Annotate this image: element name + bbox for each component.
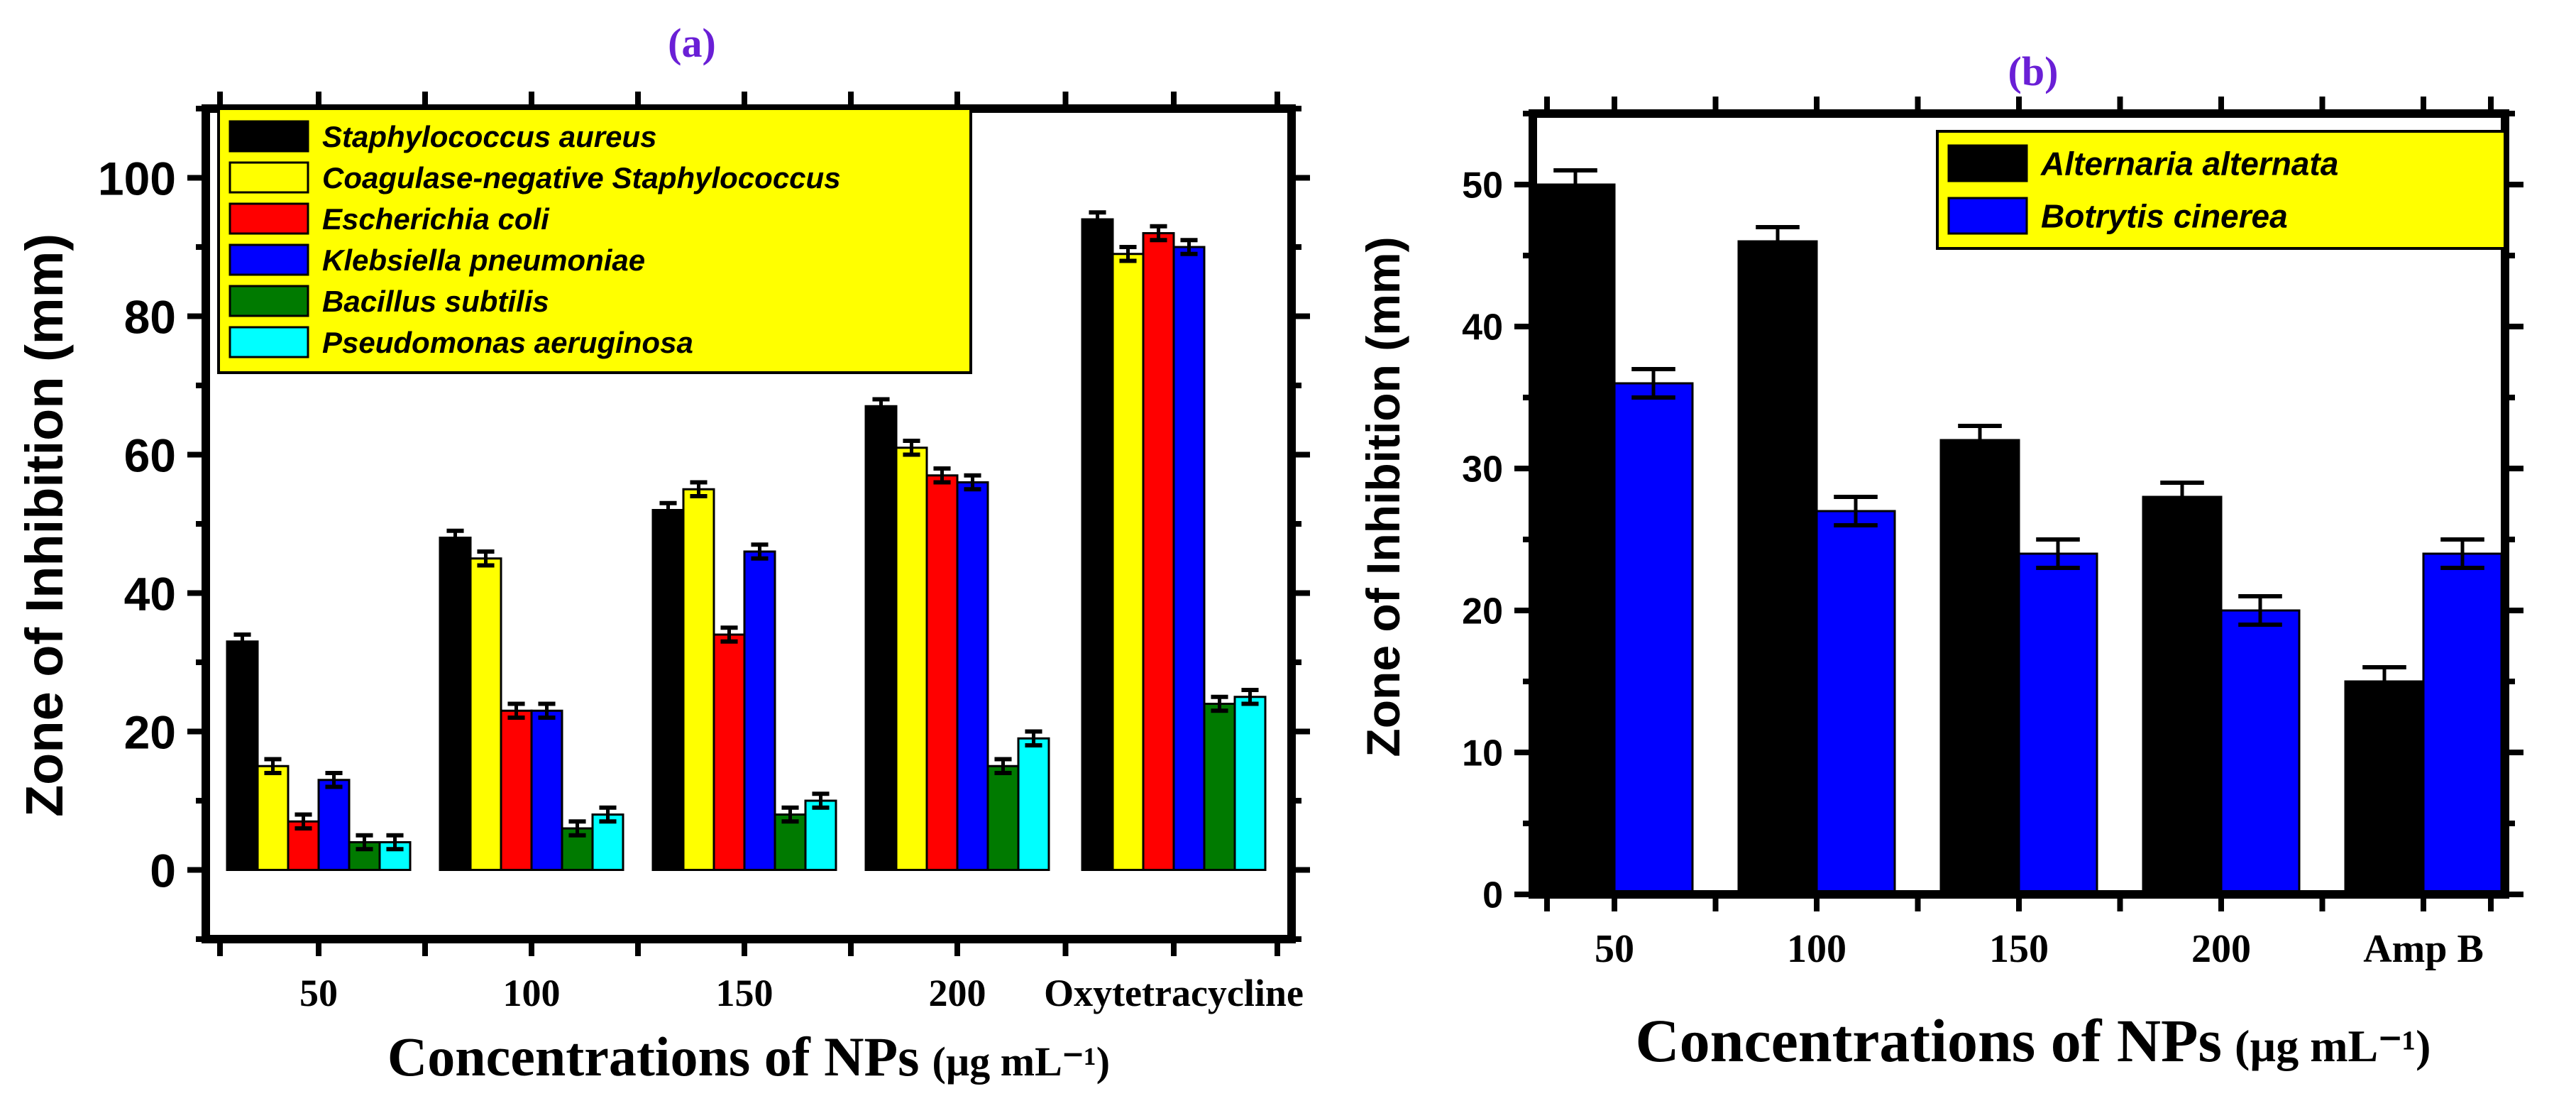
panel-b-legend: Alternaria alternata Botrytis cinerea (1936, 130, 2506, 250)
panel-a-legend-swatch-escherichia-coli (229, 202, 309, 235)
panel-a-legend-label-coagulase-negative-staphylococcus: Coagulase-negative Staphylococcus (322, 161, 841, 194)
panel-b-y-tick-label-0: 0 (1482, 875, 1503, 916)
panel-a-legend-swatch-bacillus-subtilis (229, 285, 309, 317)
panel-a-bar-pseudomonas-aeruginosa-oxytetracycline (1233, 696, 1267, 871)
panel-a-x-tick-label-oxytetracycline: Oxytetracycline (1044, 972, 1304, 1014)
panel-b-y-tick-label-20: 20 (1462, 591, 1503, 632)
panel-a-x-axis-title-unit: (µg mL⁻¹) (932, 1038, 1111, 1085)
panel-a-legend-box (217, 107, 972, 374)
panel-a-y-tick-label-20: 20 (124, 706, 176, 758)
panel-b-legend-box (1936, 130, 2506, 250)
panel-b-legend-label-alternaria-alternata: Alternaria alternata (2040, 146, 2338, 182)
panel-a-legend-swatch-klebsiella-pneumoniae (229, 243, 309, 276)
panel-a-x-axis-title: Concentrations of NPs (µg mL⁻¹) (387, 1026, 1110, 1087)
panel-a-bar-klebsiella-pneumoniae-100 (530, 709, 563, 871)
panel-b-y-tick-label-30: 30 (1462, 449, 1503, 491)
panel-b-label: (b) (2008, 48, 2059, 94)
panel-a-legend-swatch-coagulase-negative-staphylococcus (229, 161, 309, 194)
chart-panel-a: (a) 0 20 40 60 80 100 50 100 150 200 Oxytetracycli… (15, 20, 1310, 1087)
panel-b-bar-botrytis-cinerea-50 (1613, 382, 1694, 896)
panel-a-bar-staphylococcus-aureus-oxytetracycline (1081, 218, 1114, 871)
panel-b-x-axis-title-unit: (µg mL⁻¹) (2235, 1021, 2431, 1071)
panel-b-x-axis-title: Concentrations of NPs (µg mL⁻¹) (1636, 1007, 2431, 1075)
panel-a-bar-staphylococcus-aureus-150 (651, 509, 685, 871)
panel-b-bars (1535, 168, 2503, 896)
panel-b-bar-botrytis-cinerea-100 (1815, 510, 1896, 896)
panel-a-bar-bacillus-subtilis-oxytetracycline (1203, 703, 1236, 871)
panel-b-x-tick-label-50: 50 (1595, 927, 1634, 971)
panel-a-bar-klebsiella-pneumoniae-50 (317, 779, 351, 871)
panel-a-x-tick-label-100: 100 (503, 972, 561, 1014)
panel-a-y-axis-title: Zone of Inhibition (mm) (15, 234, 74, 817)
panel-a-bar-escherichia-coli-100 (500, 709, 533, 871)
panel-b-bar-alternaria-alternata-200 (2142, 495, 2223, 896)
panel-a-legend-label-pseudomonas-aeruginosa: Pseudomonas aeruginosa (322, 326, 693, 359)
panel-a-bar-klebsiella-pneumoniae-200 (956, 481, 989, 871)
panel-a-bars (226, 210, 1267, 871)
panel-b-x-tick-label-200: 200 (2191, 927, 2251, 971)
panel-a-bar-coagulase-negative-staphylococcus-150 (682, 488, 715, 871)
panel-b-legend-swatch-botrytis-cinerea (1947, 197, 2028, 235)
panel-a-legend: Staphylococcus aureus Coagulase-negative … (217, 107, 972, 374)
panel-b-y-axis-title: Zone of Inhibition (mm) (1357, 236, 1409, 757)
panel-a-y-tick-label-100: 100 (98, 152, 176, 204)
panel-b-bar-alternaria-alternata-50 (1535, 183, 1616, 896)
panel-a-bar-klebsiella-pneumoniae-oxytetracycline (1172, 246, 1206, 871)
chart-panel-b: (b) 0 10 20 30 40 50 50 100 150 200 Amp B Alternar… (1357, 48, 2523, 1075)
panel-a-bar-staphylococcus-aureus-50 (226, 640, 259, 871)
panel-a-bar-coagulase-negative-staphylococcus-200 (895, 446, 928, 871)
panel-a-x-tick-label-50: 50 (299, 972, 338, 1014)
panel-a-bar-escherichia-coli-200 (925, 474, 959, 871)
panel-a-bar-escherichia-coli-150 (712, 633, 746, 871)
panel-a-y-tick-label-60: 60 (124, 429, 176, 481)
panel-a-bar-escherichia-coli-oxytetracycline (1142, 232, 1175, 871)
panel-b-y-tick-label-50: 50 (1462, 165, 1503, 207)
panel-a-bar-coagulase-negative-staphylococcus-oxytetracycline (1111, 253, 1145, 871)
panel-b-bar-alternaria-alternata-100 (1737, 240, 1818, 896)
panel-a-legend-label-bacillus-subtilis: Bacillus subtilis (322, 285, 549, 318)
panel-a-bar-coagulase-negative-staphylococcus-100 (469, 557, 502, 871)
panel-b-bar-alternaria-alternata-150 (1939, 439, 2020, 896)
panel-b-bar-alternaria-alternata-amp-b (2344, 680, 2425, 896)
panel-a-legend-label-klebsiella-pneumoniae: Klebsiella pneumoniae (322, 243, 645, 277)
panel-a-y-tick-label-40: 40 (124, 567, 176, 620)
panel-b-legend-label-botrytis-cinerea: Botrytis cinerea (2041, 198, 2288, 235)
panel-a-bar-pseudomonas-aeruginosa-200 (1017, 737, 1050, 871)
panel-b-y-tick-label-40: 40 (1462, 307, 1503, 349)
panel-a-bar-klebsiella-pneumoniae-150 (743, 550, 776, 871)
panel-b-legend-swatch-alternaria-alternata (1947, 144, 2028, 182)
panel-b-bar-botrytis-cinerea-150 (2018, 552, 2098, 896)
panel-a-legend-label-escherichia-coli: Escherichia coli (322, 202, 550, 236)
panel-a-x-tick-label-150: 150 (716, 972, 774, 1014)
panel-a-legend-swatch-pseudomonas-aeruginosa (229, 326, 309, 358)
panel-a-legend-swatch-staphylococcus-aureus (229, 120, 309, 153)
panel-b-x-tick-label-100: 100 (1787, 927, 1846, 971)
panel-b-bar-botrytis-cinerea-200 (2220, 609, 2301, 896)
panel-a-y-tick-label-0: 0 (150, 844, 176, 897)
panel-a-y-tick-label-80: 80 (124, 290, 176, 343)
panel-a-legend-label-staphylococcus-aureus: Staphylococcus aureus (322, 120, 657, 153)
panel-a-axes: 0 20 40 60 80 100 50 100 150 200 Oxytetracycline (98, 92, 1310, 1014)
panel-b-bar-botrytis-cinerea-amp-b (2422, 552, 2503, 896)
panel-a-bar-coagulase-negative-staphylococcus-50 (256, 764, 290, 871)
panel-a-bar-pseudomonas-aeruginosa-150 (804, 799, 837, 871)
panel-a-label: (a) (668, 20, 716, 66)
panel-b-x-tick-label-amp-b: Amp B (2363, 927, 2484, 971)
panel-b-axes: 0 10 20 30 40 50 50 100 150 200 Amp B (1462, 97, 2523, 971)
panel-a-x-tick-label-200: 200 (929, 972, 986, 1014)
panel-b-x-axis-title-main: Concentrations of NPs (1636, 1007, 2223, 1075)
panel-a-bar-staphylococcus-aureus-200 (864, 405, 898, 871)
panel-b-y-tick-label-10: 10 (1462, 733, 1503, 774)
panel-a-bar-bacillus-subtilis-200 (986, 764, 1020, 871)
panel-a-bar-pseudomonas-aeruginosa-100 (591, 813, 624, 871)
panel-a-x-axis-title-main: Concentrations of NPs (387, 1026, 920, 1087)
panel-a-bar-staphylococcus-aureus-100 (439, 537, 472, 871)
panel-b-x-tick-label-150: 150 (1989, 927, 2049, 971)
